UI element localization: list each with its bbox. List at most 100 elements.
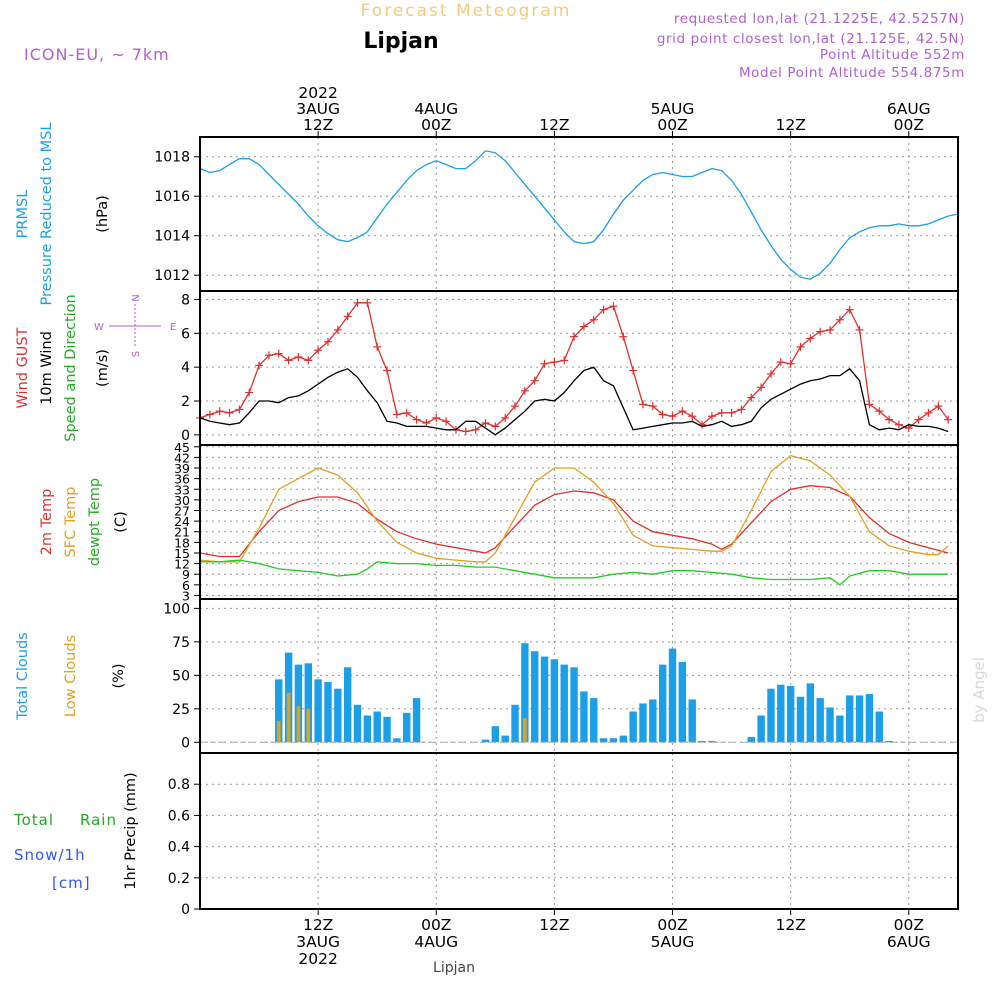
ytick-label: 42 bbox=[174, 450, 190, 465]
cloud-bar bbox=[649, 699, 657, 743]
time-label-bottom: 5AUG bbox=[651, 933, 695, 951]
cloud-bar bbox=[275, 679, 283, 743]
ytick-label: 0 bbox=[181, 428, 190, 444]
cloud-bar bbox=[511, 704, 519, 743]
ytick-label: 0 bbox=[181, 735, 190, 751]
ytick-label: 4 bbox=[181, 360, 190, 376]
ytick-label: 21 bbox=[174, 525, 190, 540]
ytick-label: 2 bbox=[181, 394, 190, 410]
cloud-bar bbox=[688, 699, 696, 743]
time-label-bottom: 00Z bbox=[421, 916, 451, 934]
ytick-label: 0.2 bbox=[168, 871, 190, 887]
time-label-bottom: 4AUG bbox=[414, 933, 458, 951]
cloud-bar bbox=[836, 715, 844, 743]
unit-label: 1hr Precip (mm) bbox=[123, 772, 139, 889]
unit-label: (C) bbox=[113, 511, 129, 532]
time-label-bottom: 00Z bbox=[657, 916, 687, 934]
y-axis-label: 10m Wind bbox=[39, 331, 55, 405]
cloud-bar bbox=[540, 656, 549, 743]
compass-label: N bbox=[131, 294, 142, 301]
cloud-bar bbox=[491, 726, 500, 743]
grid-point-coords: grid point closest lon,lat (21.125E, 42.… bbox=[657, 31, 965, 47]
ytick-label: 3 bbox=[182, 588, 190, 603]
y-axis-label: Speed and Direction bbox=[63, 294, 79, 441]
ytick-label: 50 bbox=[172, 668, 190, 684]
time-label-top: 00Z bbox=[657, 116, 687, 134]
cloud-bar bbox=[885, 740, 893, 743]
cloud-bar bbox=[570, 667, 578, 743]
location-title: Lipjan bbox=[363, 29, 438, 54]
ytick-label: 39 bbox=[174, 461, 190, 476]
cloud-bar bbox=[314, 679, 322, 743]
unit-label: (hPa) bbox=[95, 195, 111, 232]
y-axis-label: Total Clouds bbox=[15, 632, 31, 720]
cloud-bar bbox=[590, 698, 598, 743]
cloud-bar bbox=[609, 738, 618, 743]
cloud-bar bbox=[523, 718, 527, 743]
precip-legend-label: Snow/1h bbox=[14, 846, 86, 864]
cloud-bar bbox=[658, 664, 667, 743]
ytick-label: 0.6 bbox=[168, 808, 190, 824]
cloud-bar bbox=[296, 706, 301, 743]
ytick-label: 12 bbox=[174, 557, 190, 572]
cloud-bar bbox=[806, 683, 815, 743]
time-label-top: 6AUG bbox=[887, 100, 931, 118]
cloud-bar bbox=[501, 735, 509, 743]
cloud-bar bbox=[353, 704, 362, 743]
cloud-bar bbox=[846, 695, 854, 743]
ytick-label: 9 bbox=[182, 567, 190, 582]
ytick-label: 1014 bbox=[154, 229, 190, 245]
footer-location: Lipjan bbox=[433, 960, 475, 976]
cloud-bar bbox=[334, 688, 342, 743]
cloud-bar bbox=[304, 663, 312, 743]
cloud-bar bbox=[550, 659, 559, 743]
cloud-bar bbox=[629, 711, 637, 743]
cloud-bar bbox=[639, 703, 647, 743]
cloud-bar bbox=[698, 740, 706, 743]
ytick-label: 15 bbox=[174, 546, 190, 561]
cloud-bar bbox=[619, 735, 627, 743]
panel-frame bbox=[199, 136, 959, 292]
y-axis-label: dewpt Temp bbox=[87, 478, 103, 566]
ytick-label: 0.4 bbox=[168, 840, 190, 856]
unit-label: (m/s) bbox=[95, 349, 111, 387]
ytick-label: 45 bbox=[174, 440, 190, 455]
cloud-bar bbox=[383, 716, 391, 743]
time-label-bottom: 3AUG bbox=[296, 933, 340, 951]
cloud-bar bbox=[306, 708, 311, 743]
ytick-label: 75 bbox=[172, 635, 190, 651]
series-line bbox=[200, 559, 949, 586]
chart-panels: 1012 1014 1016 1018 PRMSL Pressure Reduced to… bbox=[13, 123, 959, 918]
cloud-bar bbox=[324, 682, 332, 743]
y-axis-label: Pressure Reduced to MSL bbox=[39, 123, 55, 306]
cloud-bar bbox=[294, 664, 303, 743]
cloud-bar bbox=[393, 738, 401, 743]
cloud-bar bbox=[531, 651, 539, 743]
cloud-bar bbox=[777, 684, 785, 743]
cloud-bar bbox=[403, 712, 411, 743]
cloud-bar bbox=[796, 696, 805, 743]
panel-clouds: 0 25 50 75 100 Total Clouds Low Clouds (%) bbox=[15, 598, 959, 754]
time-label-top: 12Z bbox=[539, 116, 569, 134]
watermark: by Angel bbox=[970, 657, 988, 723]
ytick-label: 1016 bbox=[154, 189, 190, 205]
series-line bbox=[199, 485, 949, 558]
precip-legend-label: Total bbox=[13, 811, 54, 829]
cloud-bar bbox=[343, 667, 352, 743]
y-axis-label: 2m Temp bbox=[39, 489, 55, 556]
panel-precip: 0 0.2 0.4 0.6 0.8 Total Rain Snow/1h [cm] 1hr Pre… bbox=[13, 752, 959, 918]
ytick-label: 100 bbox=[163, 601, 190, 617]
y-axis-label: Wind GUST bbox=[15, 327, 31, 408]
time-label-top: 3AUG bbox=[296, 100, 340, 118]
cloud-bar bbox=[767, 688, 775, 743]
compass-label: E bbox=[170, 322, 176, 333]
ytick-label: 25 bbox=[172, 702, 190, 718]
panel-frame bbox=[199, 290, 959, 446]
series-line bbox=[199, 366, 949, 436]
series-line bbox=[199, 454, 949, 563]
time-label-bottom: 2022 bbox=[298, 950, 337, 968]
ytick-label: 0 bbox=[181, 902, 190, 918]
y-axis-label: SFC Temp bbox=[63, 487, 79, 558]
